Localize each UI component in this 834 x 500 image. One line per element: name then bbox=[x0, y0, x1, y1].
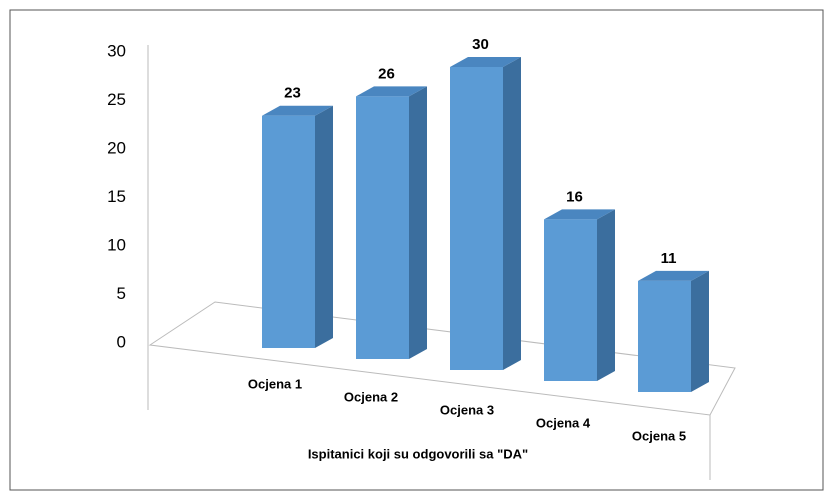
y-tick-label: 5 bbox=[117, 284, 126, 303]
floor bbox=[148, 301, 736, 416]
y-tick-label: 25 bbox=[107, 90, 126, 109]
x-tick-label: Ocjena 2 bbox=[344, 389, 398, 404]
bar-front bbox=[638, 280, 691, 392]
y-tick-label: 0 bbox=[117, 332, 126, 351]
bar-side bbox=[597, 209, 615, 381]
bar-side bbox=[409, 86, 427, 360]
x-tick-label: Ocjena 3 bbox=[440, 402, 494, 417]
bar-top bbox=[262, 105, 333, 116]
bar bbox=[356, 86, 427, 360]
bar-side bbox=[691, 270, 709, 392]
bar-top bbox=[356, 86, 427, 97]
data-label: 30 bbox=[472, 36, 489, 53]
bar-side bbox=[503, 57, 521, 370]
bar-front bbox=[544, 219, 597, 381]
x-tick-label: Ocjena 4 bbox=[536, 415, 591, 430]
bar-front bbox=[450, 67, 503, 370]
bar bbox=[450, 57, 521, 370]
bar-top bbox=[544, 209, 615, 220]
bar bbox=[544, 209, 615, 381]
bar-front bbox=[262, 115, 315, 348]
bar-side bbox=[315, 105, 333, 348]
x-tick-label: Ocjena 5 bbox=[632, 428, 686, 443]
data-label: 23 bbox=[284, 85, 301, 102]
data-label: 16 bbox=[566, 188, 583, 205]
y-tick-label: 30 bbox=[107, 41, 126, 60]
bar-front bbox=[356, 96, 409, 360]
data-label: 11 bbox=[661, 250, 677, 267]
bar bbox=[638, 270, 709, 392]
bar-top bbox=[638, 270, 709, 281]
x-axis-label: Ispitanici koji su odgovorili sa "DA" bbox=[308, 446, 528, 461]
bar-top bbox=[450, 57, 521, 67]
data-label: 26 bbox=[378, 65, 395, 82]
bar bbox=[262, 105, 333, 348]
y-tick-label: 15 bbox=[107, 187, 126, 206]
x-tick-label: Ocjena 1 bbox=[248, 376, 302, 391]
y-tick-label: 20 bbox=[107, 138, 126, 157]
y-tick-label: 10 bbox=[107, 235, 126, 254]
